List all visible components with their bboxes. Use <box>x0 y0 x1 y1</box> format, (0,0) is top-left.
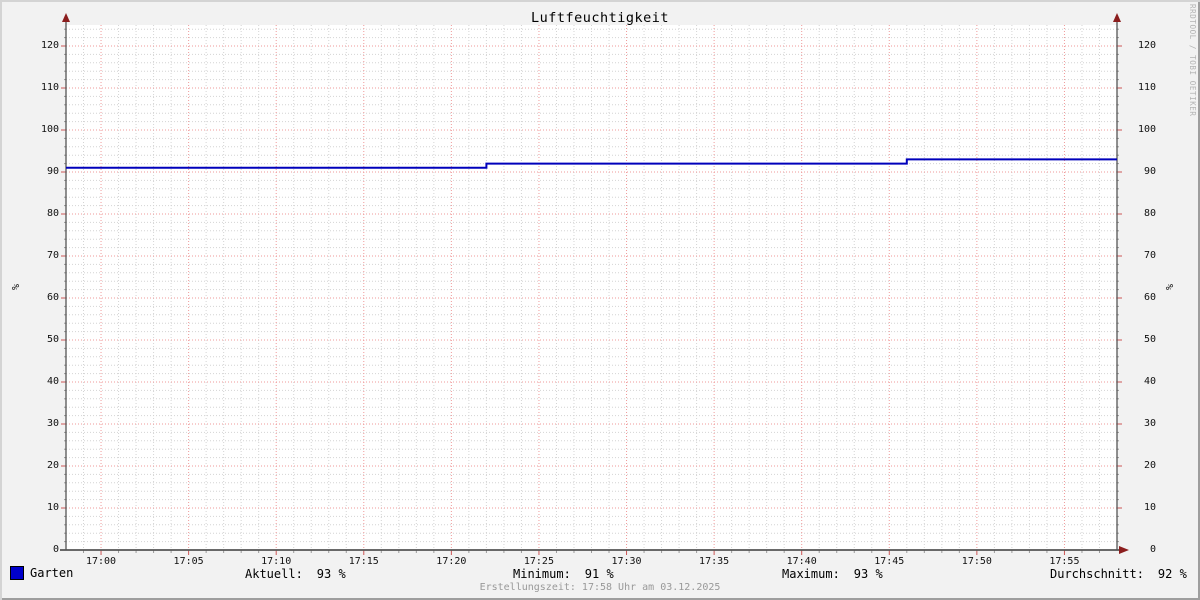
y-tick-label: 120 <box>40 40 59 51</box>
stat-label: Durchschnitt: <box>1050 567 1144 581</box>
x-tick-label: 17:05 <box>173 556 204 567</box>
stat-value: 93 % <box>316 567 346 581</box>
y-tick-label: 60 <box>1143 292 1156 303</box>
x-tick-label: 17:00 <box>85 556 117 567</box>
y-tick-label: 50 <box>46 334 59 345</box>
stat-aktuell: Aktuell: 93 % <box>245 567 346 581</box>
y-tick-label: 20 <box>1143 460 1156 471</box>
stat-label: Maximum: <box>782 567 840 581</box>
series-color-swatch <box>10 566 24 580</box>
x-tick-label: 17:15 <box>348 556 379 567</box>
y-tick-label: 80 <box>46 208 59 219</box>
y-tick-label: 40 <box>46 376 59 387</box>
y-tick-label: 90 <box>46 166 59 177</box>
y-tick-label: 80 <box>1143 208 1156 219</box>
minor-grid <box>66 25 1117 550</box>
axis-arrows <box>62 13 1129 554</box>
stat-durchschnitt: Durchschnitt: 92 % <box>1050 567 1187 581</box>
y-tick-label: 110 <box>40 82 59 93</box>
y-tick-label: 120 <box>1137 40 1156 51</box>
x-tick-label: 17:25 <box>523 556 554 567</box>
stat-minimum: Minimum: 91 % <box>513 567 614 581</box>
y-tick-label: 100 <box>40 124 59 135</box>
y-tick-label: 100 <box>1137 124 1156 135</box>
series-line-garten <box>66 158 1117 169</box>
y-tick-label: 30 <box>1143 418 1156 429</box>
x-tick-label: 17:30 <box>611 556 642 567</box>
x-tick-label: 17:40 <box>786 556 817 567</box>
chart-title: Luftfeuchtigkeit <box>530 10 670 26</box>
stat-maximum: Maximum: 93 % <box>782 567 883 581</box>
y-axis-unit-right: % <box>1165 283 1177 291</box>
major-grid <box>66 25 1117 550</box>
y-tick-label: 110 <box>1137 82 1156 93</box>
y-tick-label: 60 <box>46 292 59 303</box>
creation-time: Erstellungszeit: 17:58 Uhr am 03.12.2025 <box>479 582 721 593</box>
x-tick-label: 17:10 <box>261 556 292 567</box>
y-tick-label: 50 <box>1143 334 1156 345</box>
y-tick-label: 10 <box>1143 502 1156 513</box>
y-tick-label: 30 <box>46 418 59 429</box>
y-tick-label: 90 <box>1143 166 1156 177</box>
stat-label: Aktuell: <box>245 567 303 581</box>
rrdtool-watermark: RRDTOOL / TOBI OETIKER <box>1188 4 1197 117</box>
x-tick-label: 17:55 <box>1049 556 1080 567</box>
stat-value: 93 % <box>853 567 883 581</box>
y-tick-label: 70 <box>46 250 59 261</box>
x-tick-label: 17:35 <box>699 556 730 567</box>
y-tick-label: 0 <box>1149 544 1156 555</box>
stat-label: Minimum: <box>513 567 571 581</box>
x-tick-label: 17:50 <box>961 556 992 567</box>
x-tick-label: 17:20 <box>436 556 467 567</box>
stat-value: 92 % <box>1157 567 1187 581</box>
stat-value: 91 % <box>584 567 614 581</box>
y-tick-label: 10 <box>46 502 59 513</box>
series-label: Garten <box>30 566 74 580</box>
y-axis-unit-left: % <box>11 283 23 291</box>
x-tick-label: 17:45 <box>874 556 905 567</box>
legend-item-garten: Garten <box>10 566 73 580</box>
y-tick-label: 20 <box>46 460 59 471</box>
axes <box>60 20 1120 551</box>
y-tick-label: 0 <box>52 544 59 555</box>
y-tick-label: 40 <box>1143 376 1156 387</box>
y-tick-label: 70 <box>1143 250 1156 261</box>
